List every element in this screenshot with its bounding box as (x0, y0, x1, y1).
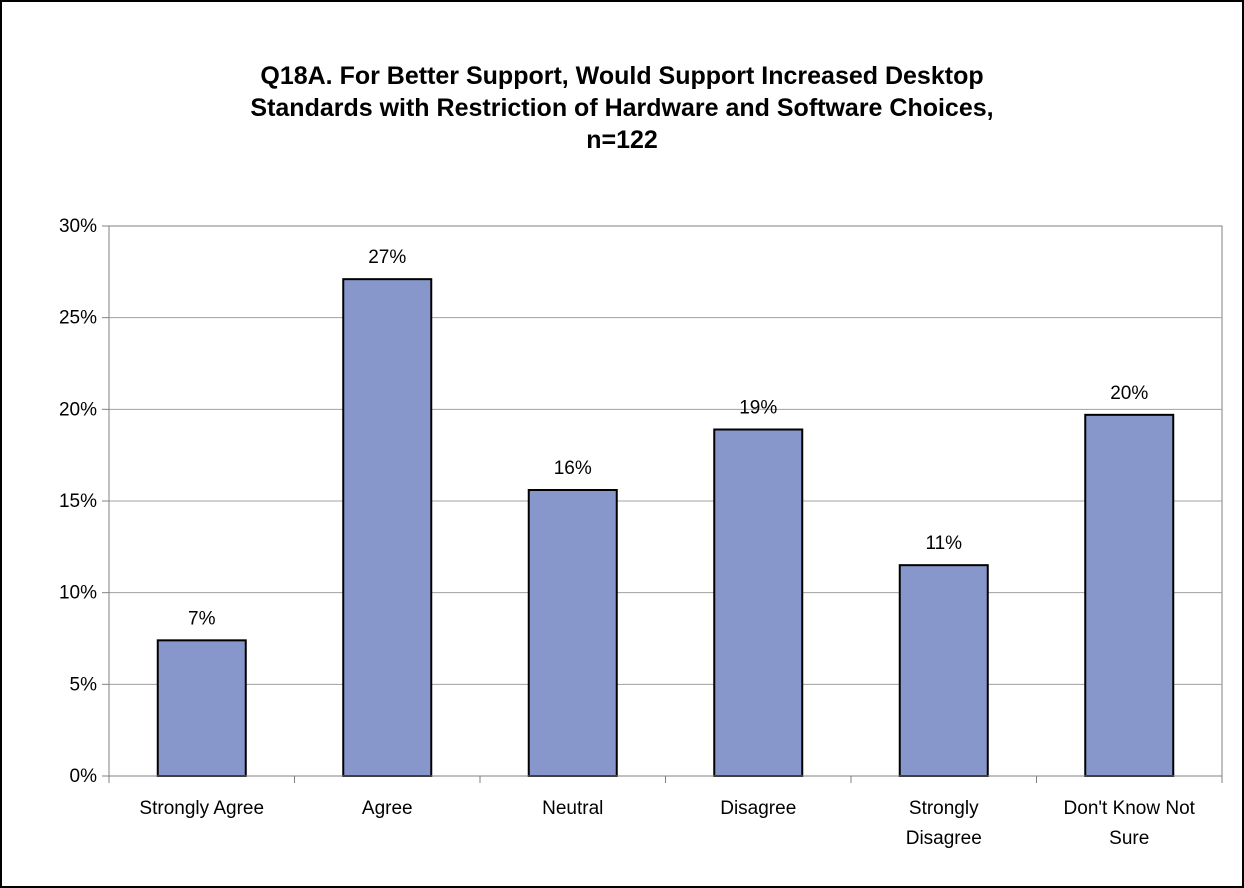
y-tick-label: 0% (70, 766, 98, 787)
x-tick-label-line: Strongly Agree (139, 798, 264, 819)
chart-title: Q18A. For Better Support, Would Support … (0, 60, 1244, 156)
data-label: 27% (368, 247, 406, 268)
x-tick-label: Don't Know Not Sure (1064, 798, 1196, 849)
chart-title-line-1: Q18A. For Better Support, Would Support … (260, 62, 984, 90)
chart-title-line-2: Standards with Restriction of Hardware a… (250, 94, 994, 122)
x-tick-label: Strongly Disagree (906, 798, 982, 849)
x-tick-label: Neutral (542, 798, 603, 819)
labels: 0% 5% 10% 15% 20% 25% 30% 7% Strongly Agree 27% Ag… (59, 216, 1196, 849)
y-tick-label: 15% (59, 491, 97, 512)
x-tick-label-line: Disagree (906, 828, 982, 849)
x-tick-label: Agree (362, 798, 413, 819)
y-tick-label: 10% (59, 583, 97, 604)
bars (156, 278, 1175, 778)
y-tick-label: 30% (59, 216, 97, 237)
x-tick-label-line: Don't Know Not (1064, 798, 1196, 819)
axes (102, 225, 1223, 783)
data-label: 7% (188, 608, 216, 629)
bar (713, 428, 804, 777)
x-tick-label-line: Neutral (542, 798, 603, 819)
x-tick-label-line: Sure (1109, 828, 1149, 849)
x-tick-label-line: Agree (362, 798, 413, 819)
gridlines (109, 317, 1222, 685)
x-tick-label: Disagree (720, 798, 796, 819)
y-tick-label: 25% (59, 308, 97, 329)
y-tick-label: 20% (59, 399, 97, 420)
bar (527, 489, 618, 777)
bar (1084, 413, 1175, 777)
data-label: 19% (739, 398, 777, 419)
bar (898, 564, 989, 778)
data-label: 16% (554, 458, 592, 479)
data-label: 11% (925, 533, 962, 554)
x-tick-label-line: Strongly (909, 798, 979, 819)
data-label: 20% (1110, 383, 1148, 404)
y-tick-label: 5% (70, 674, 98, 695)
bar (342, 278, 433, 777)
chart-title-line-3: n=122 (586, 126, 658, 154)
bar (156, 639, 247, 777)
x-tick-label-line: Disagree (720, 798, 796, 819)
x-tick-label: Strongly Agree (139, 798, 264, 819)
